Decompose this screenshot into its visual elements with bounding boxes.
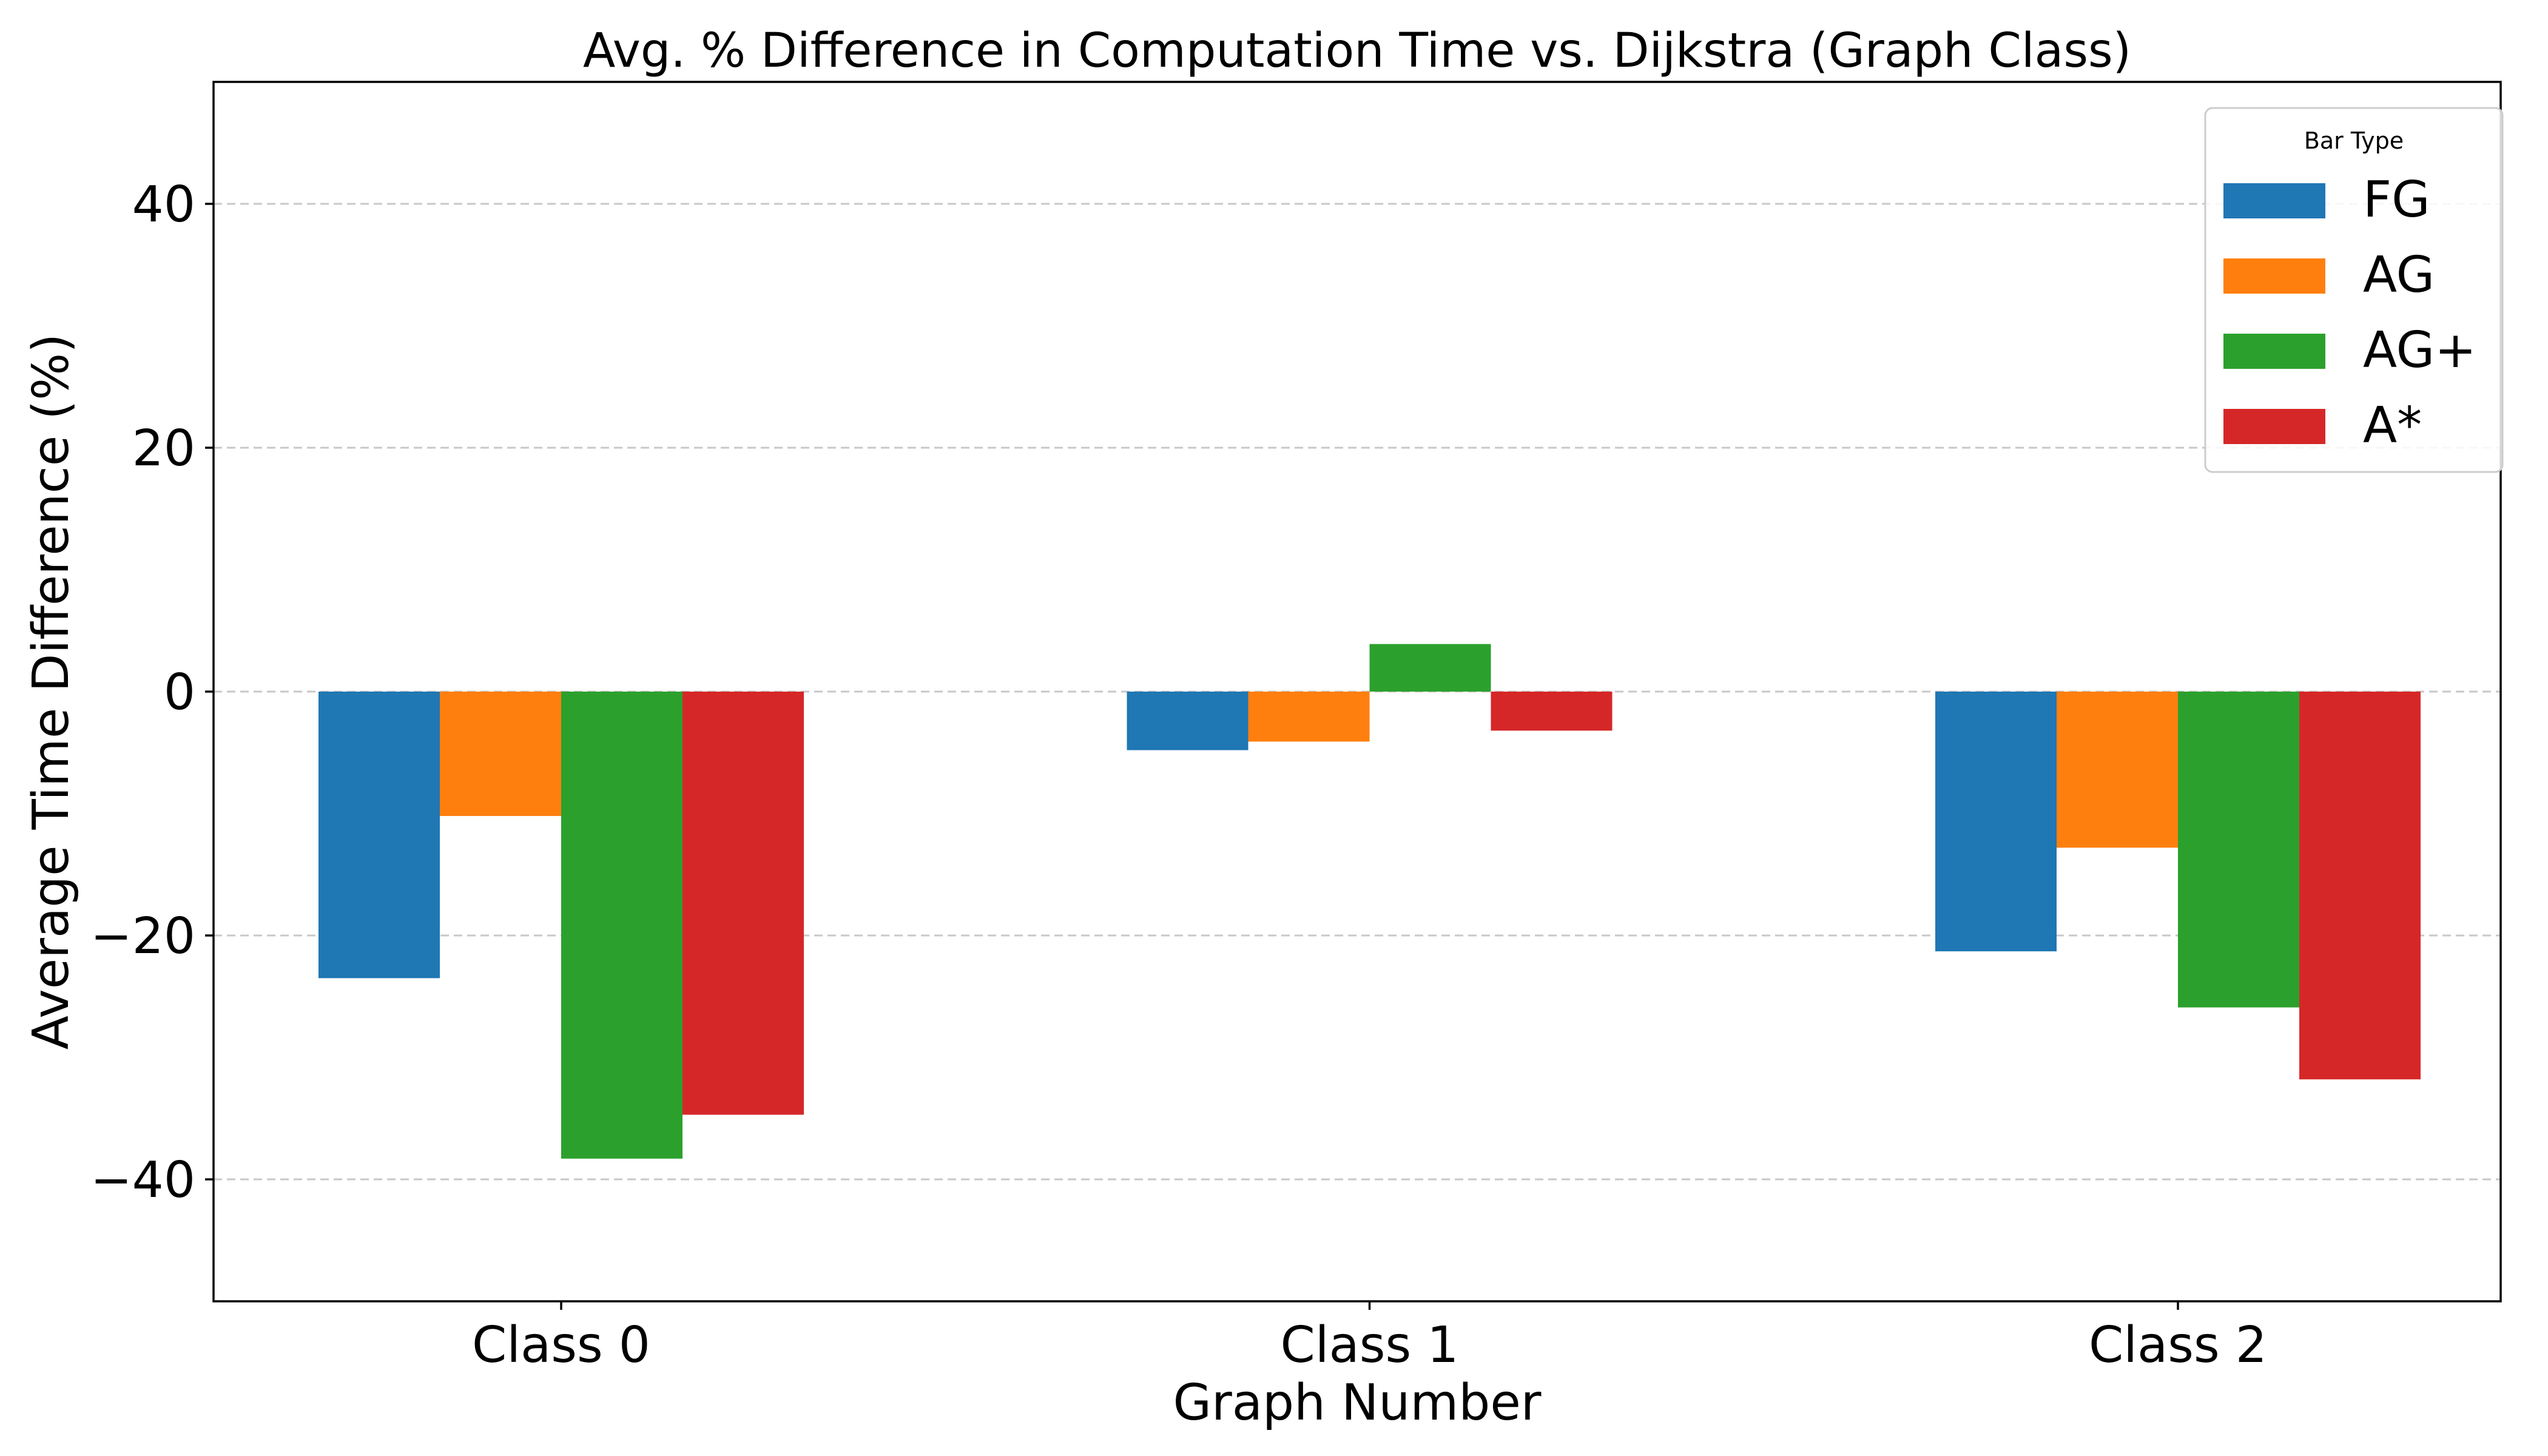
bars xyxy=(318,644,2421,1159)
x-axis: Class 0 Class 1 Class 2 xyxy=(472,1301,2267,1374)
bar-ag-class1 xyxy=(1369,644,1491,692)
y-axis: −40 −20 0 20 40 xyxy=(90,176,214,1209)
y-tick-label: −40 xyxy=(90,1151,195,1209)
legend-label: AG xyxy=(2363,246,2435,304)
bar-ag-class2 xyxy=(2057,692,2178,848)
chart-title: Avg. % Difference in Computation Time vs… xyxy=(583,24,2131,78)
bar-fg-class1 xyxy=(1127,692,1249,750)
bar-fg-class0 xyxy=(318,692,440,979)
x-tick-label: Class 1 xyxy=(1281,1316,1459,1374)
legend-items: FG AG AG+ A* xyxy=(2223,171,2476,454)
legend-label: FG xyxy=(2363,171,2430,229)
legend-title: Bar Type xyxy=(2304,127,2404,154)
bar-fg-class2 xyxy=(1935,692,2057,952)
y-axis-label: Average Time Difference (%) xyxy=(22,334,80,1050)
legend-swatch xyxy=(2223,409,2325,444)
bar-ag-class2 xyxy=(2178,692,2299,1008)
x-tick-label: Class 0 xyxy=(472,1316,650,1374)
x-tick-label: Class 2 xyxy=(2089,1316,2267,1374)
bar-ag-class0 xyxy=(440,692,561,817)
bar-a-class0 xyxy=(682,692,804,1115)
legend-swatch xyxy=(2223,334,2325,369)
legend-label: AG+ xyxy=(2363,322,2476,379)
bar-ag-class1 xyxy=(1248,692,1370,742)
legend-label: A* xyxy=(2363,397,2422,454)
legend-swatch xyxy=(2223,183,2325,218)
bar-ag-class0 xyxy=(561,692,682,1159)
y-tick-label: 40 xyxy=(132,176,195,234)
y-tick-label: 0 xyxy=(164,664,195,721)
x-axis-label: Graph Number xyxy=(1173,1374,1542,1432)
bar-a-class2 xyxy=(2299,692,2421,1080)
legend: Bar Type FG AG AG+ A* xyxy=(2204,107,2504,473)
y-tick-label: 20 xyxy=(132,420,195,477)
bar-a-class1 xyxy=(1491,692,1613,731)
y-tick-label: −20 xyxy=(90,908,195,965)
legend-swatch xyxy=(2223,258,2325,294)
